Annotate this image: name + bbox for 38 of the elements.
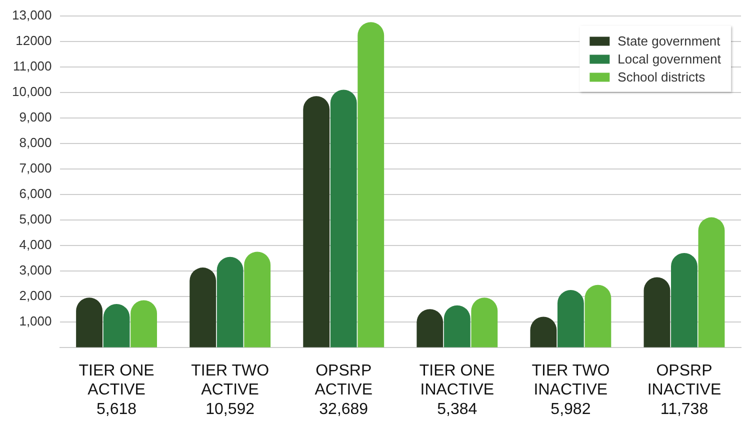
- bar: [584, 284, 612, 348]
- y-tick-label: 12000: [16, 32, 52, 48]
- x-tick-label: TIER TWO ACTIVE 10,592: [191, 362, 270, 418]
- y-tick-label: 6,000: [19, 186, 52, 201]
- bar: [358, 22, 384, 348]
- legend-label: School districts: [618, 69, 706, 84]
- y-tick-label: 2,000: [19, 288, 52, 303]
- bar: [190, 268, 216, 348]
- y-tick-label: 11,000: [12, 58, 52, 74]
- bar: [130, 300, 157, 348]
- bar: [303, 96, 330, 348]
- y-tick-label: 9,000: [19, 109, 52, 124]
- bar: [76, 298, 102, 348]
- bar: [557, 290, 584, 348]
- y-tick-label: 10,000: [12, 84, 52, 99]
- x-tick-label: OPSRP INACTIVE 11,738: [647, 362, 722, 418]
- bar: [644, 277, 670, 348]
- bar: [671, 253, 698, 348]
- y-tick-label: 1,000: [19, 313, 52, 328]
- bar: [471, 298, 498, 348]
- y-tick-label: 7,000: [19, 160, 52, 176]
- y-tick-label: 13,000: [12, 7, 52, 22]
- x-tick-label: TIER ONE ACTIVE 5,618: [78, 362, 154, 418]
- legend-label: State government: [618, 33, 721, 48]
- y-tick-label: 5,000: [19, 211, 52, 226]
- bar: [216, 256, 244, 348]
- y-tick-label: 4,000: [19, 236, 52, 252]
- bar: [244, 252, 271, 348]
- x-tick-label: TIER ONE INACTIVE 5,384: [419, 362, 495, 418]
- bar: [103, 304, 130, 348]
- x-tick-label: OPSRP ACTIVE 32,689: [314, 362, 373, 418]
- legend-label: Local government: [618, 51, 722, 66]
- bar: [444, 305, 470, 348]
- x-tick-label: TIER TWO INACTIVE 5,982: [532, 362, 610, 418]
- y-tick-label: 3,000: [19, 262, 52, 278]
- bar: [698, 217, 725, 348]
- y-tick-label: 8,000: [19, 134, 52, 150]
- bar: [330, 90, 357, 348]
